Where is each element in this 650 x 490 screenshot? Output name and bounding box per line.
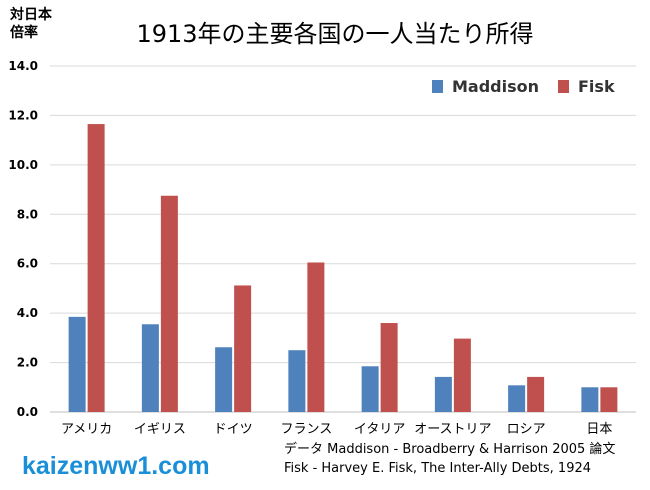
x-tick-label: アメリカ [61, 422, 112, 437]
y-tick-label: 4.0 [17, 306, 38, 320]
bar-maddison-6 [508, 385, 526, 412]
y-tick-label: 12.0 [8, 108, 38, 122]
x-tick-label: ドイツ [214, 422, 253, 437]
bar-maddison-3 [288, 350, 306, 412]
x-tick-label: フランス [281, 422, 333, 437]
bar-fisk-1 [160, 195, 178, 412]
x-tick-label: イタリア [354, 422, 405, 437]
bar-fisk-0 [87, 124, 105, 412]
bar-maddison-2 [215, 347, 233, 412]
site-watermark: kaizenww1.com [22, 452, 210, 480]
legend-swatch-fisk [558, 80, 569, 93]
bar-maddison-7 [581, 387, 599, 412]
source-line-2: Fisk - Harvey E. Fisk, The Inter-Ally De… [284, 461, 592, 476]
bar-fisk-6 [527, 376, 545, 412]
source-line-1: データ Maddison - Broadberry & Harrison 200… [284, 442, 616, 457]
y-tick-label: 14.0 [8, 59, 38, 73]
y-tick-label: 2.0 [17, 356, 38, 370]
bar-fisk-5 [453, 338, 471, 412]
legend-swatch-maddison [432, 80, 443, 93]
x-tick-label: オーストリア [414, 422, 491, 437]
y-tick-label: 0.0 [17, 405, 38, 419]
x-tick-label: ロシア [507, 422, 546, 437]
bar-maddison-0 [68, 316, 86, 412]
y-axis-label: 対日本 倍率 [10, 6, 70, 42]
legend-label-maddison: Maddison [452, 77, 539, 96]
legend-label-fisk: Fisk [578, 77, 615, 96]
y-tick-label: 6.0 [17, 257, 38, 271]
y-tick-label: 10.0 [8, 158, 38, 172]
data-source-note: データ Maddison - Broadberry & Harrison 200… [284, 440, 644, 478]
x-tick-label: 日本 [586, 422, 612, 437]
bar-fisk-7 [600, 387, 618, 412]
bar-fisk-2 [234, 285, 252, 412]
bar-fisk-4 [380, 323, 398, 412]
y-axis-label-line-2: 倍率 [10, 25, 38, 41]
bar-fisk-3 [307, 262, 325, 412]
y-axis-label-line-1: 対日本 [10, 7, 52, 23]
bar-maddison-5 [434, 376, 452, 412]
y-tick-label: 8.0 [17, 207, 38, 221]
bar-maddison-1 [141, 324, 159, 412]
bar-maddison-4 [361, 366, 379, 412]
chart-title: 1913年の主要各国の一人当たり所得 [136, 20, 534, 48]
x-tick-label: イギリス [134, 422, 186, 437]
